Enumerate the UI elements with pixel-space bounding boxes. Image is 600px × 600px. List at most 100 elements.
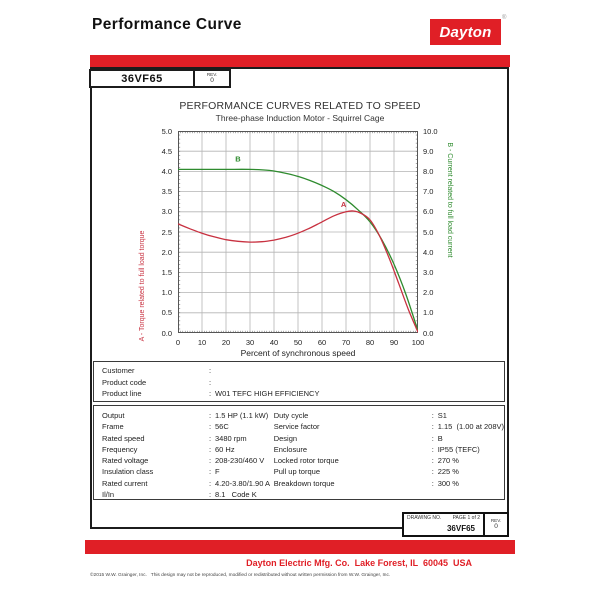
spec-row-label: Frequency xyxy=(102,444,138,454)
specifications-box: Output:1.5 HP (1.1 kW) Frame:56C Rated spe… xyxy=(93,405,505,500)
spec-row-value: 1.5 HP (1.1 kW) xyxy=(215,411,269,420)
spec-row-label: Design xyxy=(273,433,298,443)
spec-row-value: 4.20-3.80/1.90 A xyxy=(215,478,271,488)
spec-row-label: Duty cycle xyxy=(273,411,309,420)
drawing-rev-label: REV. xyxy=(490,517,502,523)
right-axis-tick-label: 4.0 xyxy=(423,247,434,257)
drawing-number: 36VF65 xyxy=(446,524,475,533)
dayton-logo: Dayton xyxy=(430,19,501,45)
revision-value: 0 xyxy=(210,77,214,85)
left-axis-tick-label: 2.5 xyxy=(161,227,172,237)
spec-row: Pull up torque:225 % xyxy=(274,466,504,477)
left-axis-tick-label: 5.0 xyxy=(161,126,172,136)
separator: : xyxy=(209,422,212,432)
spec-row: Design: B xyxy=(274,433,504,444)
left-axis-tick-label: 3.5 xyxy=(161,187,172,197)
spec-row-label: Enclosure xyxy=(273,444,308,454)
right-axis-tick-label: 10.0 xyxy=(423,126,438,136)
right-axis-tick-label: 0.0 xyxy=(423,328,434,338)
x-axis-tick-label: 50 xyxy=(293,338,303,347)
separator: : xyxy=(431,478,434,488)
separator: : xyxy=(431,467,434,477)
spec-row-value: 60 Hz xyxy=(215,444,235,454)
x-axis-tick-label: 90 xyxy=(389,338,399,347)
x-axis-tick-label: 100 xyxy=(411,338,425,347)
x-axis-tick-label: 60 xyxy=(317,338,327,347)
drawing-rev-value: 0 xyxy=(494,523,498,531)
separator: : xyxy=(431,456,434,466)
left-axis-tick-label: 0.0 xyxy=(161,328,172,338)
separator: : xyxy=(209,433,212,443)
plot-frame xyxy=(178,131,418,333)
spec-row-label: Rated speed xyxy=(102,433,145,443)
spec-row-value: IP55 (TEFC) xyxy=(437,444,480,454)
separator: : xyxy=(431,411,434,420)
spec-row: Il/In:8.1 Code K xyxy=(102,489,274,500)
spec-row: Duty cycle: S1 xyxy=(274,410,504,421)
spec-row-value: 8.1 Code K xyxy=(215,490,257,500)
copyright-notice: ©2015 W.W. Grainger, Inc. This design ma… xyxy=(90,573,391,578)
x-axis-tick-label: 40 xyxy=(269,338,279,347)
separator: : xyxy=(209,377,212,387)
curve-label-a: A xyxy=(341,200,347,209)
curve-a xyxy=(178,210,418,333)
left-axis-tick-label: 2.0 xyxy=(161,247,172,257)
dayton-logo-text: Dayton xyxy=(439,23,492,41)
x-axis-title: Percent of synchronous speed xyxy=(240,348,356,358)
footer-red-bar xyxy=(85,540,515,554)
x-axis-tick-label: 10 xyxy=(197,338,207,347)
right-axis-tick-label: 3.0 xyxy=(423,267,434,277)
x-axis-tick-label: 0 xyxy=(175,338,181,347)
x-axis-tick-label: 80 xyxy=(365,338,375,347)
customer-row: Product code: xyxy=(102,377,504,389)
spec-row: Frame:56C xyxy=(102,421,274,432)
spec-row-value: 208-230/460 V xyxy=(215,456,265,466)
spec-row-value: 300 % xyxy=(437,478,459,488)
separator: : xyxy=(431,433,434,443)
spec-row-label: Service factor xyxy=(273,422,320,432)
customer-row-label: Product code xyxy=(102,377,147,387)
performance-chart-canvas: BA xyxy=(178,131,418,333)
x-axis-tick-label: 70 xyxy=(341,338,351,347)
customer-row: Customer: xyxy=(102,365,504,377)
spec-row: Breakdown torque:300 % xyxy=(274,478,504,489)
separator: : xyxy=(209,456,212,466)
model-number: 36VF65 xyxy=(121,72,163,85)
left-y-axis-title: A - Torque related to full load torque xyxy=(139,230,146,342)
spec-row-value: 3480 rpm xyxy=(215,433,247,443)
registered-trademark-icon: ® xyxy=(502,15,507,21)
curve-label-b: B xyxy=(235,154,241,163)
spec-row-value: B xyxy=(437,433,443,443)
spec-row: Rated voltage:208-230/460 V xyxy=(102,455,274,466)
separator: : xyxy=(209,444,212,454)
right-axis-tick-label: 6.0 xyxy=(423,207,434,217)
separator: : xyxy=(209,366,212,375)
chart-title: PERFORMANCE CURVES RELATED TO SPEED xyxy=(179,100,421,112)
spec-row-value: 56C xyxy=(215,422,229,432)
spec-row-value: F xyxy=(215,467,220,477)
customer-row: Product line: W01 TEFC HIGH EFFICIENCY xyxy=(102,388,504,400)
header-red-bar xyxy=(90,55,510,67)
spec-row: Output:1.5 HP (1.1 kW) xyxy=(102,410,274,421)
right-axis-tick-label: 5.0 xyxy=(423,227,434,237)
left-axis-tick-label: 1.5 xyxy=(161,267,172,277)
customer-row-label: Customer xyxy=(102,366,135,375)
spec-row-label: Rated voltage xyxy=(102,456,149,466)
separator: : xyxy=(209,467,212,477)
spec-row-label: Pull up torque xyxy=(273,467,320,477)
right-axis-tick-label: 1.0 xyxy=(423,308,434,318)
revision-label: REV. xyxy=(206,72,218,78)
specs-left-column: Output:1.5 HP (1.1 kW) Frame:56C Rated spe… xyxy=(102,410,274,499)
spec-row: Locked rotor torque:270 % xyxy=(274,455,504,466)
curve-b xyxy=(178,168,418,332)
left-axis-tick-label: 4.5 xyxy=(161,146,172,156)
spec-row: Frequency:60 Hz xyxy=(102,444,274,455)
spec-row: Rated current:4.20-3.80/1.90 A xyxy=(102,478,274,489)
spec-row-label: Output xyxy=(102,411,125,420)
separator: : xyxy=(209,389,212,398)
chart-subtitle: Three-phase Induction Motor - Squirrel C… xyxy=(215,113,385,123)
right-axis-tick-label: 7.0 xyxy=(423,187,434,197)
spec-row-label: Locked rotor torque xyxy=(273,456,339,466)
x-axis-tick-label: 20 xyxy=(221,338,231,347)
spec-row: Service factor:1.15 (1.00 at 208V) xyxy=(274,421,504,432)
